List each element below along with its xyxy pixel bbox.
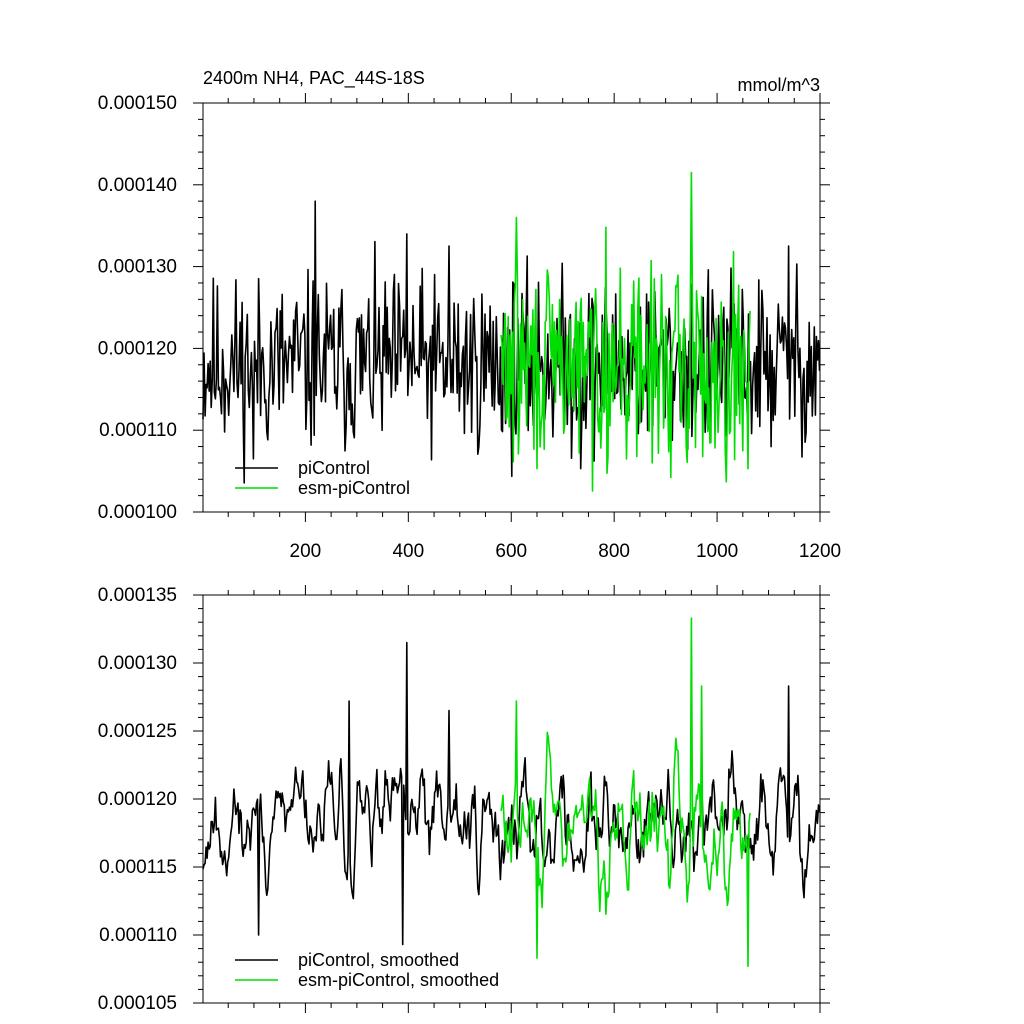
y-tick-label: 0.000150: [98, 93, 177, 114]
chart-title: 2400m NH4, PAC_44S-18S: [203, 68, 425, 89]
y-tick-label: 0.000100: [98, 502, 177, 523]
y-tick-label: 0.000120: [98, 789, 177, 810]
y-tick-label: 0.000130: [98, 653, 177, 674]
x-tick-label: 1200: [799, 541, 841, 562]
legend-label: piControl: [298, 458, 370, 478]
legend-label: piControl, smoothed: [298, 950, 459, 970]
y-tick-label: 0.000140: [98, 175, 177, 196]
series-line: [500, 617, 751, 968]
series-line: [202, 641, 821, 946]
x-tick-label: 400: [392, 541, 424, 562]
x-tick-label: 1000: [696, 541, 738, 562]
plot-frame: [202, 594, 821, 1004]
legend-label: esm-piControl: [298, 478, 410, 498]
x-tick-label: 200: [290, 541, 322, 562]
y-tick-label: 0.000105: [98, 993, 177, 1014]
top-panel: 0.000100 0.000110 0.000120 0.000130 0.000140…: [98, 93, 841, 562]
y-tick-label: 0.000115: [99, 857, 177, 878]
y-tick-label: 0.000120: [98, 338, 177, 359]
legend-label: esm-piControl, smoothed: [298, 970, 499, 990]
x-tick-label: 600: [495, 541, 527, 562]
y-tick-label: 0.000110: [99, 420, 177, 441]
units-label: mmol/m^3: [738, 75, 820, 95]
y-tick-label: 0.000130: [98, 257, 177, 278]
bottom-panel: 0.000105 0.000110 0.000115 0.000120 0.000125…: [98, 585, 830, 1014]
y-tick-label: 0.000125: [98, 721, 177, 742]
x-tick-label: 800: [598, 541, 630, 562]
series-line: [500, 171, 751, 492]
y-tick-label: 0.000110: [99, 925, 177, 946]
y-tick-label: 0.000135: [98, 585, 177, 606]
